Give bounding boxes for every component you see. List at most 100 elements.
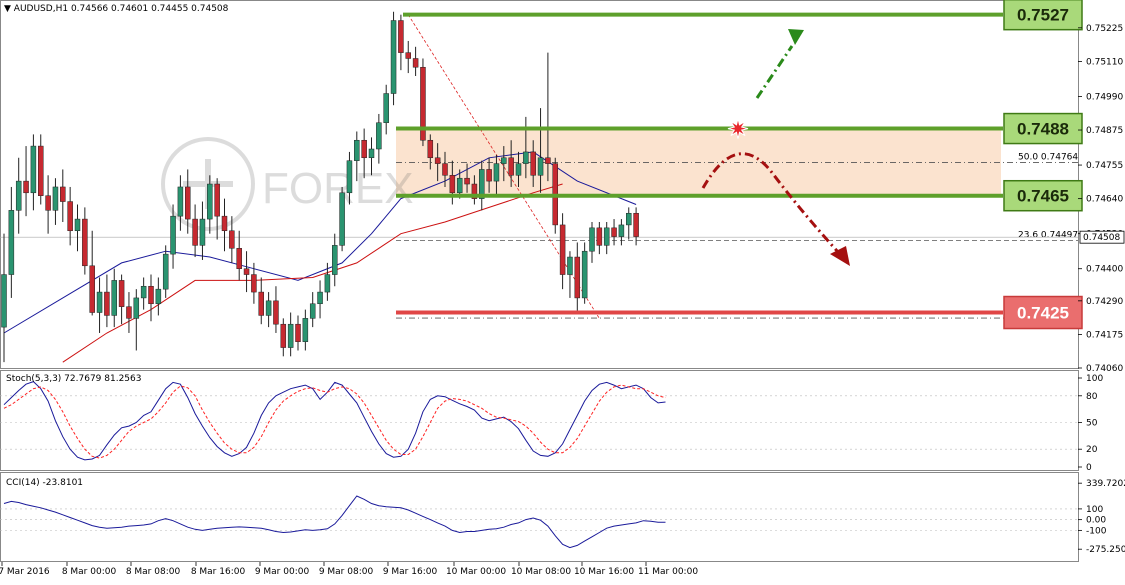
- y-tick-label: 0.75110: [1086, 57, 1123, 67]
- candle: [214, 178, 220, 240]
- candle: [346, 151, 353, 205]
- candle-body: [603, 227, 610, 246]
- y-tick-label: 0.74290: [1086, 297, 1123, 307]
- candle-body: [258, 291, 264, 316]
- candle: [537, 108, 544, 193]
- candle: [442, 151, 448, 187]
- candle: [126, 292, 132, 333]
- burst-icon: [727, 118, 749, 139]
- up-arrow-path: [755, 45, 794, 99]
- candle-body: [192, 218, 198, 246]
- candle: [1, 233, 7, 363]
- candle-body: [96, 291, 103, 313]
- candle: [596, 222, 603, 255]
- level-0-7425-box: [1003, 295, 1083, 330]
- candle: [361, 128, 367, 179]
- candle-body: [74, 218, 81, 232]
- candle: [192, 204, 198, 258]
- candle-body: [589, 227, 595, 252]
- candle: [133, 289, 140, 351]
- candle: [618, 219, 625, 246]
- candle: [236, 230, 242, 281]
- candle-body: [332, 245, 338, 275]
- candle: [427, 134, 434, 170]
- candle-body: [611, 227, 617, 237]
- candle-body: [140, 285, 147, 299]
- candle: [603, 222, 610, 255]
- candle: [332, 233, 338, 287]
- candle: [368, 137, 375, 176]
- candle-body: [626, 212, 632, 226]
- candle-body: [133, 297, 140, 319]
- candle: [162, 245, 169, 298]
- candle-body: [8, 210, 15, 275]
- candle-body: [89, 265, 95, 313]
- candle: [581, 242, 588, 304]
- level-0-7465-box: [1003, 179, 1083, 212]
- candle-body: [574, 256, 581, 299]
- y-tick-label: 0.74875: [1086, 126, 1123, 136]
- candle: [508, 140, 514, 187]
- cci-tick-label: 0.00: [1086, 516, 1106, 526]
- candle-body: [456, 177, 463, 194]
- candle: [464, 163, 470, 193]
- candle: [155, 277, 162, 316]
- candle-body: [464, 177, 470, 185]
- level-0-7425-label: 0.7425: [1017, 304, 1069, 323]
- candle: [170, 204, 176, 269]
- candle: [611, 219, 617, 246]
- candle: [45, 175, 51, 234]
- candle: [265, 292, 272, 328]
- candle: [390, 11, 397, 106]
- candle-body: [221, 215, 228, 232]
- candle: [376, 113, 382, 164]
- cci-tick-label: -275.2505: [1086, 545, 1125, 555]
- candle-body: [508, 157, 514, 176]
- x-tick-label: 10 Mar 00:00: [446, 567, 506, 577]
- candle-body: [479, 169, 485, 199]
- y-tick-label: 0.74060: [1086, 364, 1123, 374]
- cci-title: CCI(14) -23.8101: [6, 478, 83, 488]
- candle: [302, 309, 309, 351]
- candle: [280, 318, 287, 357]
- candle-body: [45, 195, 51, 211]
- candle-body: [185, 186, 191, 220]
- candle: [23, 146, 29, 217]
- candle-body: [302, 318, 309, 342]
- candle: [243, 251, 250, 293]
- candle: [324, 262, 331, 301]
- candle-body: [317, 291, 323, 305]
- level-0-7527-box: [1003, 0, 1083, 31]
- candle: [434, 143, 441, 182]
- candle-body: [383, 93, 389, 123]
- x-tick-label: 8 Mar 00:00: [62, 567, 117, 577]
- candle-body: [537, 157, 544, 176]
- candle: [177, 175, 184, 231]
- candle: [626, 207, 632, 240]
- candle-body: [368, 148, 375, 159]
- candle-body: [287, 323, 294, 348]
- candle-body: [486, 169, 492, 182]
- candle-body: [177, 186, 184, 217]
- cci-line: [3, 495, 666, 549]
- cci-tick-label: -100: [1086, 526, 1107, 536]
- x-tick-label: 9 Mar 00:00: [255, 567, 310, 577]
- candle-body: [515, 163, 522, 176]
- stoch-signal-line: [3, 384, 666, 459]
- candle-body: [405, 52, 411, 59]
- candle-body: [236, 248, 242, 269]
- up-arrow-head-icon: [788, 29, 804, 45]
- candle-body: [501, 157, 507, 164]
- candle: [420, 58, 426, 147]
- candle-body: [155, 288, 162, 305]
- candle-body: [390, 20, 397, 94]
- candle: [221, 198, 228, 252]
- level-0-7488-box: [1003, 112, 1083, 145]
- stoch-tick-label: 80: [1086, 392, 1098, 402]
- candle: [287, 312, 294, 357]
- candle: [74, 204, 81, 252]
- candle-body: [243, 268, 250, 275]
- candle: [67, 186, 73, 246]
- candle-body: [148, 285, 154, 305]
- candle-body: [376, 122, 382, 150]
